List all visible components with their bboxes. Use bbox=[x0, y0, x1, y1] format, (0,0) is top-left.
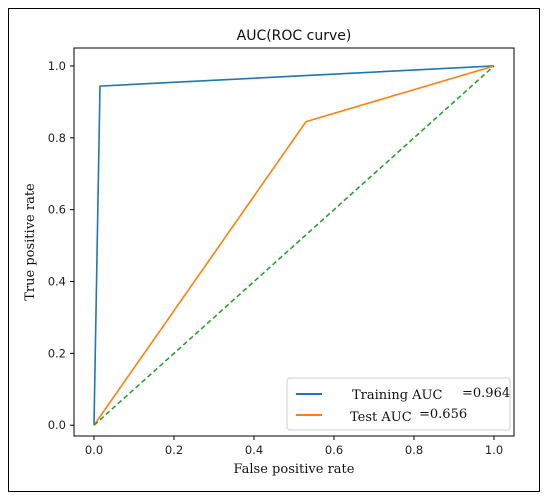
x-axis-ticks: 0.0 0.2 0.4 0.6 0.8 1.0 bbox=[85, 436, 503, 457]
chart-title: AUC(ROC curve) bbox=[237, 28, 352, 44]
legend-value-training: =0.964 bbox=[462, 386, 510, 401]
x-tick-label: 0.6 bbox=[325, 443, 343, 457]
legend: Training AUC =0.964 Test AUC =0.656 bbox=[286, 377, 511, 431]
x-axis-label: False positive rate bbox=[234, 462, 355, 477]
x-tick-label: 1.0 bbox=[485, 443, 503, 457]
legend-label-test: Test AUC bbox=[350, 410, 412, 425]
legend-value-test: =0.656 bbox=[419, 407, 467, 422]
y-tick-label: 0.6 bbox=[48, 203, 66, 217]
y-tick-label: 1.0 bbox=[48, 59, 66, 73]
y-tick-label: 0.8 bbox=[48, 131, 66, 145]
x-tick-label: 0.4 bbox=[245, 443, 263, 457]
y-tick-label: 0.2 bbox=[48, 346, 66, 360]
series-layer bbox=[93, 65, 495, 426]
legend-box bbox=[286, 377, 511, 431]
x-tick-label: 0.2 bbox=[165, 443, 183, 457]
x-tick-label: 0.0 bbox=[85, 443, 103, 457]
y-tick-label: 0.4 bbox=[48, 275, 66, 289]
x-tick-label: 0.8 bbox=[405, 443, 423, 457]
training-auc-line bbox=[93, 65, 495, 426]
test-auc-line bbox=[93, 65, 495, 426]
y-axis-label: True positive rate bbox=[23, 183, 38, 301]
plot-area bbox=[73, 47, 515, 437]
chance-diagonal-line bbox=[93, 65, 495, 426]
y-axis-ticks: 0.0 0.2 0.4 0.6 0.8 1.0 bbox=[48, 59, 74, 432]
y-tick-label: 0.0 bbox=[48, 418, 66, 432]
legend-label-training: Training AUC bbox=[352, 388, 442, 403]
